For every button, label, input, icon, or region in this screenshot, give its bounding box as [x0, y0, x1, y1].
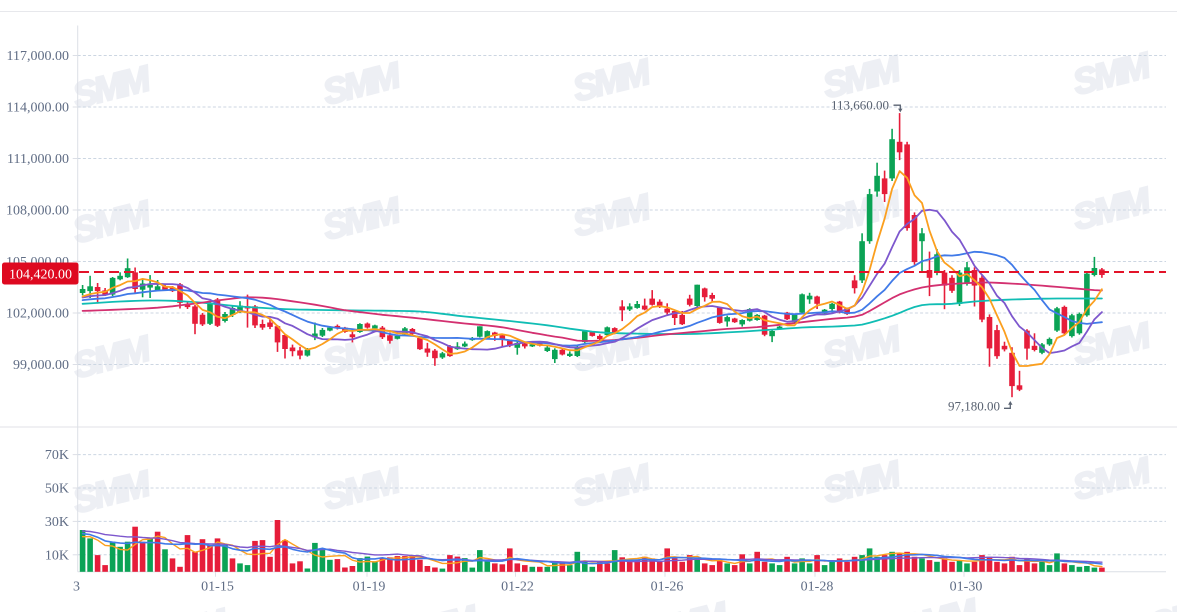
- svg-text:SMM: SMM: [146, 600, 233, 612]
- svg-text:3: 3: [73, 580, 80, 595]
- svg-text:114,000.00: 114,000.00: [7, 101, 69, 116]
- svg-text:70K: 70K: [45, 448, 69, 463]
- svg-text:01-28: 01-28: [801, 580, 834, 595]
- svg-text:SMM: SMM: [1069, 179, 1156, 238]
- svg-text:102,000.00: 102,000.00: [6, 307, 69, 322]
- svg-text:SMM: SMM: [569, 185, 656, 244]
- svg-text:SMM: SMM: [569, 50, 656, 109]
- svg-text:01-22: 01-22: [501, 580, 534, 595]
- svg-text:SMM: SMM: [319, 54, 406, 113]
- svg-text:50K: 50K: [45, 482, 69, 497]
- svg-text:97,180.00: 97,180.00: [948, 399, 1000, 414]
- svg-text:SMM: SMM: [396, 597, 483, 612]
- svg-text:SMM: SMM: [569, 455, 656, 514]
- svg-text:SMM: SMM: [1069, 44, 1156, 103]
- svg-text:117,000.00: 117,000.00: [7, 49, 69, 64]
- svg-text:SMM: SMM: [319, 189, 406, 248]
- svg-text:SMM: SMM: [1146, 587, 1177, 612]
- svg-text:01-19: 01-19: [353, 580, 386, 595]
- svg-text:10K: 10K: [45, 548, 69, 563]
- svg-text:01-26: 01-26: [651, 580, 684, 595]
- svg-text:108,000.00: 108,000.00: [6, 204, 69, 219]
- svg-text:30K: 30K: [45, 515, 69, 530]
- svg-text:SMM: SMM: [69, 327, 156, 386]
- svg-text:111,000.00: 111,000.00: [7, 152, 69, 167]
- svg-text:99,000.00: 99,000.00: [13, 358, 69, 373]
- svg-text:01-30: 01-30: [950, 580, 983, 595]
- svg-text:113,660.00: 113,660.00: [831, 98, 889, 113]
- svg-text:SMM: SMM: [69, 462, 156, 521]
- svg-text:SMM: SMM: [1069, 449, 1156, 508]
- svg-text:SMM: SMM: [646, 593, 733, 612]
- svg-text:SMM: SMM: [69, 192, 156, 251]
- svg-text:SMM: SMM: [819, 452, 906, 511]
- svg-text:104,420.00: 104,420.00: [9, 268, 72, 283]
- svg-text:01-15: 01-15: [201, 580, 234, 595]
